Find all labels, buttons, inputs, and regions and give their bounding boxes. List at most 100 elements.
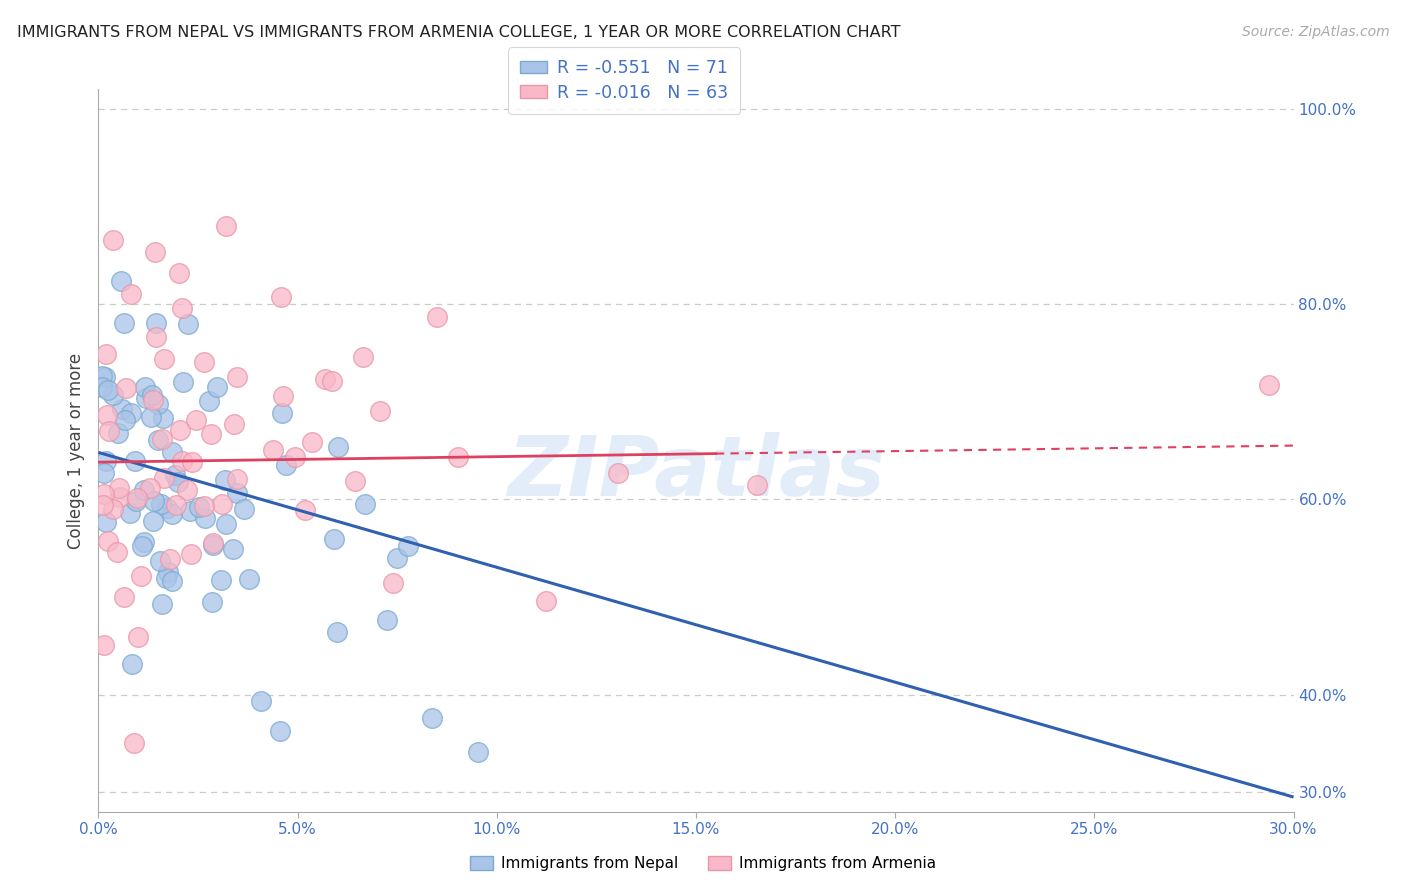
Point [141, 410, 163, 425]
Point [165, 467, 187, 482]
Point [134, 483, 156, 497]
Point [142, 392, 165, 407]
Point [160, 574, 183, 588]
Point [202, 536, 225, 550]
Point [225, 486, 247, 500]
Point [105, 545, 128, 559]
Point [152, 410, 174, 425]
Point [150, 497, 173, 511]
Point [420, 710, 443, 724]
Point [103, 501, 125, 516]
Point [222, 542, 245, 557]
Point [150, 597, 173, 611]
Point [187, 500, 209, 515]
Point [197, 394, 219, 409]
Point [97, 534, 120, 549]
Point [148, 433, 170, 447]
Point [107, 425, 129, 440]
Point [135, 391, 157, 405]
Point [167, 267, 190, 281]
Point [382, 576, 405, 591]
Point [142, 514, 165, 528]
Point [139, 481, 162, 495]
Point [121, 657, 143, 671]
Point [141, 388, 163, 402]
Point [120, 406, 142, 420]
Point [127, 491, 149, 505]
Point [169, 423, 191, 437]
Point [193, 355, 215, 369]
Point [201, 594, 224, 608]
Point [301, 435, 323, 450]
Point [377, 613, 399, 627]
Point [120, 286, 142, 301]
Point [159, 552, 181, 566]
Point [201, 537, 224, 551]
Point [170, 301, 193, 315]
Point [118, 506, 141, 520]
Point [269, 724, 291, 739]
Point [145, 316, 167, 330]
Point [180, 455, 202, 469]
Point [200, 427, 222, 442]
Point [184, 413, 207, 427]
Point [179, 504, 201, 518]
Point [134, 380, 156, 394]
Point [270, 406, 292, 420]
Point [153, 351, 176, 366]
Point [607, 466, 630, 480]
Point [205, 379, 228, 393]
Point [343, 474, 366, 488]
Legend: Immigrants from Nepal, Immigrants from Armenia: Immigrants from Nepal, Immigrants from A… [464, 850, 942, 877]
Point [94, 347, 117, 361]
Legend: R = -0.551   N = 71, R = -0.016   N = 63: R = -0.551 N = 71, R = -0.016 N = 63 [509, 47, 740, 113]
Point [93, 466, 115, 480]
Point [165, 498, 187, 512]
Point [125, 494, 148, 508]
Point [211, 497, 233, 511]
Point [214, 473, 236, 487]
Point [94, 369, 117, 384]
Text: Source: ZipAtlas.com: Source: ZipAtlas.com [1241, 25, 1389, 39]
Point [101, 388, 124, 402]
Point [385, 550, 408, 565]
Point [233, 502, 256, 516]
Point [114, 381, 136, 395]
Point [91, 498, 114, 512]
Point [149, 553, 172, 567]
Point [97, 425, 120, 439]
Point [745, 478, 768, 492]
Point [110, 274, 132, 288]
Point [91, 380, 114, 394]
Point [294, 503, 316, 517]
Point [215, 516, 238, 531]
Point [326, 625, 349, 640]
Point [160, 507, 183, 521]
Point [108, 490, 131, 504]
Point [114, 316, 136, 330]
Point [426, 310, 449, 324]
Point [94, 515, 117, 529]
Point [467, 745, 489, 759]
Point [326, 441, 349, 455]
Point [396, 539, 419, 553]
Point [96, 453, 118, 467]
Point [114, 413, 136, 427]
Point [180, 547, 202, 561]
Point [93, 486, 115, 500]
Point [534, 593, 557, 607]
Point [177, 317, 200, 331]
Point [211, 573, 233, 587]
Point [238, 573, 260, 587]
Point [112, 590, 135, 604]
Point [162, 444, 184, 458]
Point [91, 369, 114, 384]
Point [132, 534, 155, 549]
Point [142, 494, 165, 508]
Point [194, 511, 217, 525]
Point [193, 500, 215, 514]
Point [122, 736, 145, 750]
Point [170, 454, 193, 468]
Point [101, 233, 124, 247]
Point [284, 450, 307, 464]
